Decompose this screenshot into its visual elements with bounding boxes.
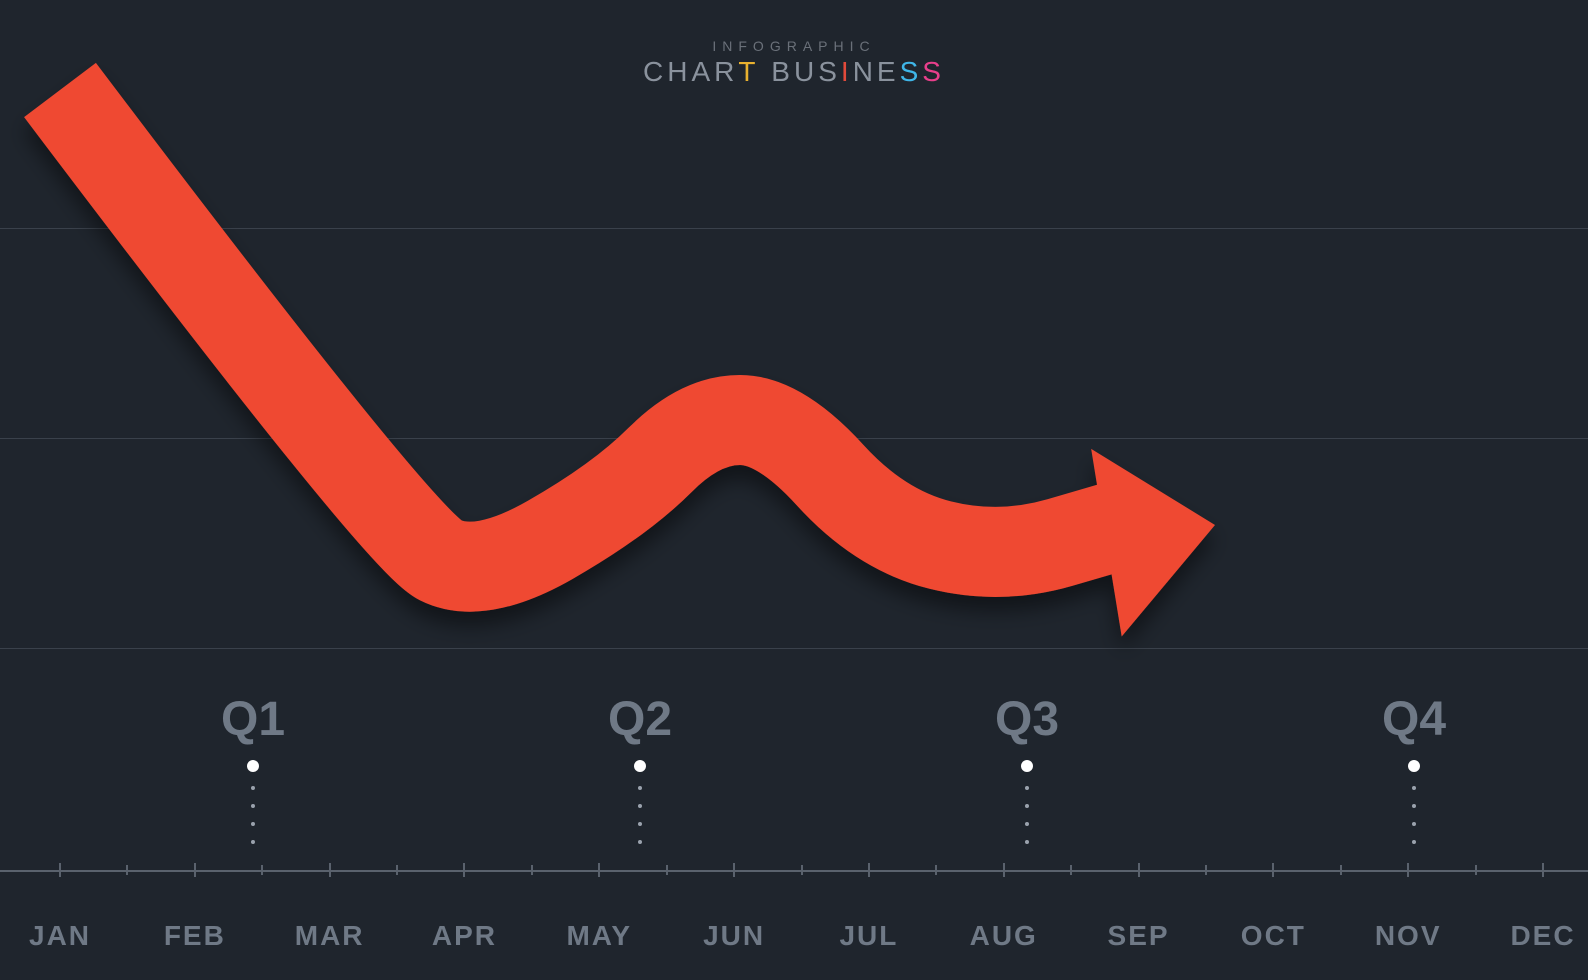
- gridline: [0, 438, 1588, 439]
- quarter-label: Q4: [1382, 692, 1446, 747]
- month-label: MAY: [566, 920, 632, 952]
- timeline-minor-tick: [666, 865, 668, 875]
- month-label: FEB: [164, 920, 226, 952]
- timeline-minor-tick: [1070, 865, 1072, 875]
- timeline-tick: [1003, 863, 1005, 877]
- timeline-tick: [1407, 863, 1409, 877]
- timeline-tick: [329, 863, 331, 877]
- timeline-minor-tick: [1475, 865, 1477, 875]
- month-label: AUG: [970, 920, 1038, 952]
- trend-arrow: [0, 0, 1588, 980]
- timeline-tick: [59, 863, 61, 877]
- month-label: JUL: [839, 920, 898, 952]
- gridline: [0, 648, 1588, 649]
- quarter-label: Q3: [995, 692, 1059, 747]
- quarter-dots: [1021, 760, 1033, 844]
- timeline-minor-tick: [801, 865, 803, 875]
- title: CHART BUSINESS: [643, 56, 945, 88]
- month-label: APR: [432, 920, 497, 952]
- timeline-minor-tick: [935, 865, 937, 875]
- quarter-label: Q2: [608, 692, 672, 747]
- timeline-minor-tick: [396, 865, 398, 875]
- timeline-tick: [463, 863, 465, 877]
- timeline-tick: [1272, 863, 1274, 877]
- infographic-stage: INFOGRAPHIC CHART BUSINESS Q1 Q2 Q3 Q4 JAN F…: [0, 0, 1588, 980]
- timeline-tick: [733, 863, 735, 877]
- quarter-dots: [1408, 760, 1420, 844]
- month-label: NOV: [1375, 920, 1442, 952]
- month-label: JUN: [703, 920, 765, 952]
- timeline-minor-tick: [261, 865, 263, 875]
- timeline-minor-tick: [126, 865, 128, 875]
- month-label: SEP: [1108, 920, 1170, 952]
- timeline-minor-tick: [531, 865, 533, 875]
- timeline-minor-tick: [1205, 865, 1207, 875]
- timeline-minor-tick: [1340, 865, 1342, 875]
- month-label: JAN: [29, 920, 91, 952]
- timeline-tick: [868, 863, 870, 877]
- month-label: OCT: [1241, 920, 1306, 952]
- quarter-dots: [247, 760, 259, 844]
- quarter-label: Q1: [221, 692, 285, 747]
- timeline-tick: [598, 863, 600, 877]
- timeline-tick: [1138, 863, 1140, 877]
- timeline-axis: [0, 870, 1588, 872]
- timeline-tick: [194, 863, 196, 877]
- gridline: [0, 228, 1588, 229]
- quarter-dots: [634, 760, 646, 844]
- subtitle: INFOGRAPHIC: [712, 38, 875, 54]
- month-label: DEC: [1510, 920, 1575, 952]
- month-label: MAR: [295, 920, 365, 952]
- timeline-tick: [1542, 863, 1544, 877]
